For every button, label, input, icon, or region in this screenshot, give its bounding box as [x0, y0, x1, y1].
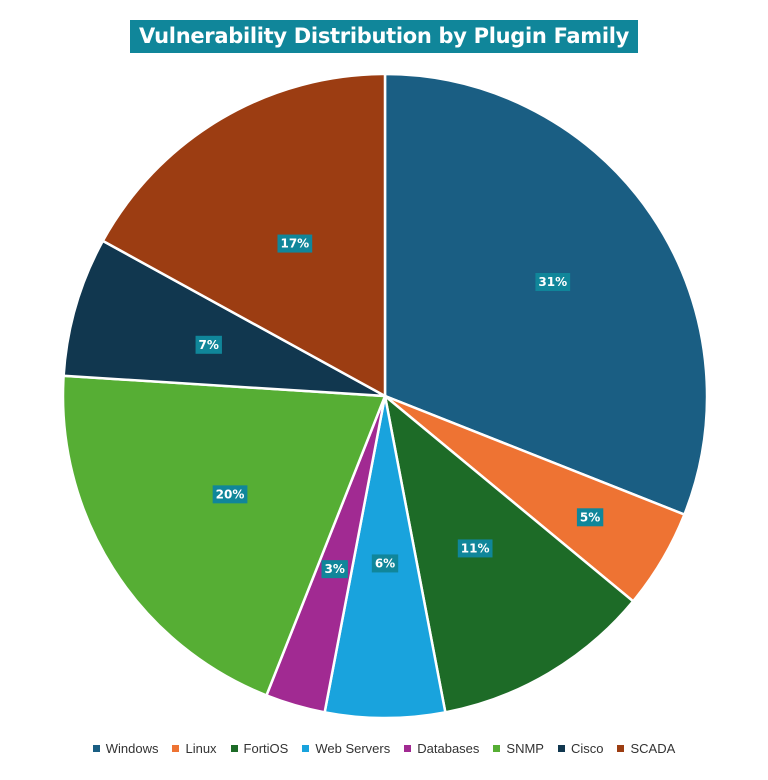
legend-swatch: [557, 745, 565, 753]
legend-swatch: [404, 745, 412, 753]
chart-legend: Windows Linux FortiOS Web Servers Databases S…: [0, 741, 768, 756]
legend-item-fortios: FortiOS: [230, 741, 289, 756]
chart-title-wrap: Vulnerability Distribution by Plugin Fam…: [0, 20, 768, 53]
legend-label: SNMP: [506, 741, 544, 756]
pie-slice-fortios: [383, 392, 635, 714]
svg-text:3%: 3%: [325, 562, 345, 576]
data-label-cisco: 7%: [195, 335, 222, 354]
legend-item-databases: Databases: [404, 741, 479, 756]
legend-swatch: [172, 745, 180, 753]
legend-item-scada: SCADA: [617, 741, 675, 756]
legend-item-linux: Linux: [172, 741, 217, 756]
legend-label: SCADA: [630, 741, 676, 756]
legend-label: Web Servers: [315, 741, 391, 756]
legend-swatch: [617, 745, 625, 753]
legend-swatch: [230, 745, 238, 753]
svg-text:31%: 31%: [538, 275, 567, 289]
legend-item-snmp: SNMP: [493, 741, 544, 756]
svg-text:17%: 17%: [280, 237, 309, 251]
legend-swatch: [302, 745, 310, 753]
legend-label: Windows: [105, 741, 159, 756]
legend-item-web-servers: Web Servers: [302, 741, 390, 756]
legend-label: Databases: [417, 741, 480, 756]
svg-text:11%: 11%: [461, 541, 490, 555]
pie-slice-windows: [383, 72, 709, 517]
legend-swatch: [493, 745, 501, 753]
svg-text:5%: 5%: [580, 510, 600, 524]
data-label-windows: 31%: [535, 272, 571, 291]
data-label-web-servers: 6%: [371, 554, 399, 573]
svg-text:7%: 7%: [199, 338, 219, 352]
data-label-linux: 5%: [576, 508, 604, 527]
legend-item-windows: Windows: [92, 741, 159, 756]
pie-data-labels: 31% 5% 11% 6% 3% 20% 7% 17%: [195, 234, 604, 579]
legend-label: Linux: [185, 741, 217, 756]
data-label-snmp: 20%: [212, 485, 248, 504]
legend-swatch: [92, 745, 100, 753]
pie-slices: [61, 72, 709, 720]
data-label-fortios: 11%: [457, 539, 493, 558]
svg-text:6%: 6%: [375, 556, 395, 570]
pie-slice-cisco: [62, 239, 386, 398]
legend-item-cisco: Cisco: [557, 741, 604, 756]
data-label-scada: 17%: [277, 234, 313, 253]
legend-label: Cisco: [570, 741, 604, 756]
data-label-databases: 3%: [321, 560, 348, 579]
svg-text:20%: 20%: [216, 487, 245, 501]
chart-title: Vulnerability Distribution by Plugin Fam…: [129, 20, 639, 53]
legend-label: FortiOS: [243, 741, 289, 756]
pie-slice-snmp: [61, 374, 387, 698]
pie-slice-scada: [101, 72, 387, 399]
